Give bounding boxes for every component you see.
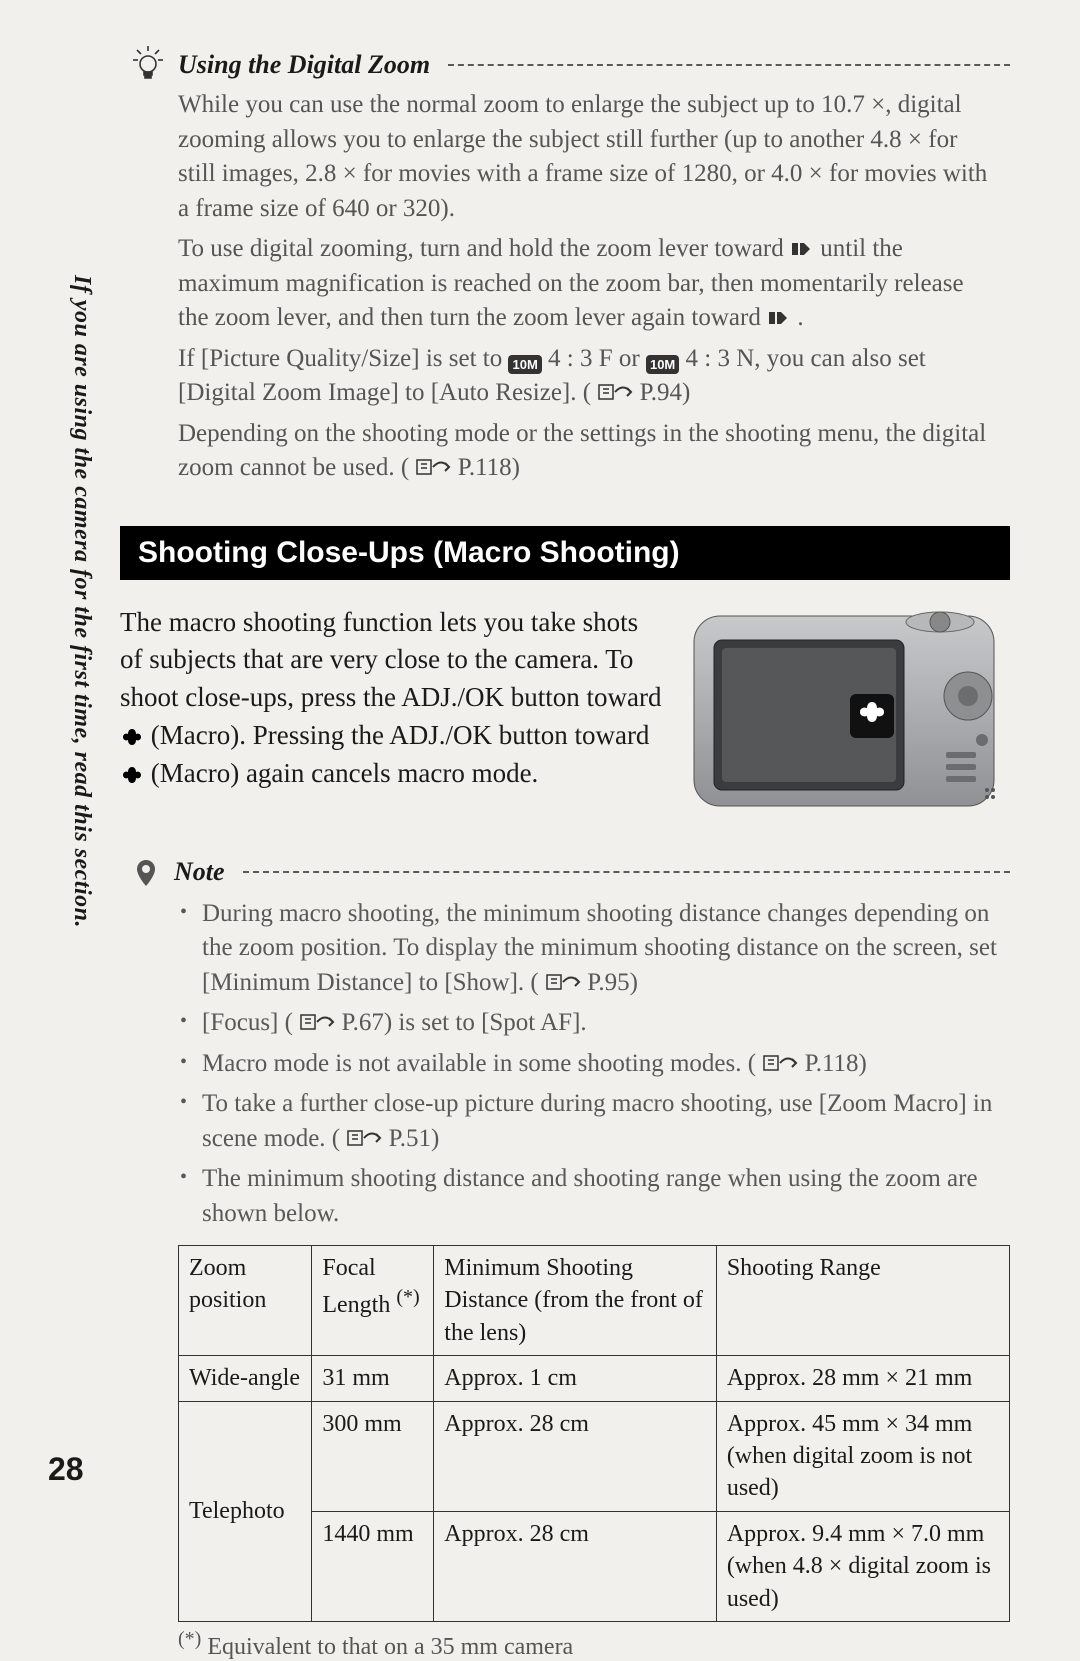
note-pin-icon: [130, 857, 162, 889]
table-header-row: Zoom position Focal Length (*) Minimum S…: [179, 1246, 1010, 1356]
td-dist: Approx. 28 cm: [434, 1401, 717, 1511]
macro-t1: The macro shooting function lets you tak…: [120, 607, 661, 713]
th-focal: Focal Length (*): [312, 1246, 434, 1356]
macro-flower-icon: [120, 763, 144, 785]
page-ref-icon: [346, 1127, 382, 1149]
td-focal: 31 mm: [312, 1356, 434, 1401]
section-heading-bar: Shooting Close-Ups (Macro Shooting): [120, 526, 1010, 580]
macro-paragraph: The macro shooting function lets you tak…: [120, 604, 666, 793]
table-row: Wide-angle 31 mm Approx. 1 cm Approx. 28…: [179, 1356, 1010, 1401]
page-ref-icon: [415, 456, 451, 478]
td-range: Approx. 28 mm × 21 mm: [716, 1356, 1009, 1401]
td-zoom: Telephoto: [179, 1401, 312, 1621]
macro-t2: (Macro). Pressing the ADJ./OK button tow…: [151, 720, 650, 750]
note-bullet-5: The minimum shooting distance and shooti…: [180, 1162, 1010, 1231]
td-range: Approx. 45 mm × 34 mm (when digital zoom…: [716, 1401, 1009, 1511]
tip-title: Using the Digital Zoom: [178, 50, 430, 80]
side-section-label: If you are using the camera for the firs…: [68, 275, 95, 928]
tip-paragraph-2: To use digital zooming, turn and hold th…: [178, 232, 1000, 336]
note-bullet-4: To take a further close-up picture durin…: [180, 1087, 1010, 1156]
tip-p4-b: P.118): [458, 454, 520, 481]
footnote-sup: (*): [178, 1628, 201, 1650]
tip-p2-c: .: [797, 304, 803, 331]
tip-p2-a: To use digital zooming, turn and hold th…: [178, 235, 790, 262]
page-ref-icon: [762, 1052, 798, 1074]
zoom-distance-table: Zoom position Focal Length (*) Minimum S…: [178, 1245, 1010, 1622]
macro-description-row: The macro shooting function lets you tak…: [120, 604, 1010, 819]
note-title: Note: [174, 857, 225, 887]
page-number: 28: [48, 1451, 84, 1488]
page-ref-icon: [597, 381, 633, 403]
tele-zoom-icon: [790, 237, 814, 259]
nb1b: P.95): [587, 969, 638, 996]
td-dist: Approx. 28 cm: [434, 1511, 717, 1621]
nb4b: P.51): [389, 1125, 440, 1152]
tip-p4-a: Depending on the shooting mode or the se…: [178, 420, 986, 482]
note-bullet-2: [Focus] ( P.67) is set to [Spot AF].: [180, 1006, 1010, 1041]
page-ref-icon: [299, 1011, 335, 1033]
tip-p3-a: If [Picture Quality/Size] is set to: [178, 345, 508, 372]
manual-page: If you are using the camera for the firs…: [0, 0, 1080, 1522]
nb2a: [Focus] (: [202, 1009, 293, 1036]
lightbulb-icon: [130, 46, 166, 82]
td-zoom: Wide-angle: [179, 1356, 312, 1401]
footnote-text: Equivalent to that on a 35 mm camera: [207, 1634, 573, 1660]
macro-t3: (Macro) again cancels macro mode.: [151, 758, 539, 788]
note-dash-rule: [243, 871, 1010, 873]
td-range: Approx. 9.4 mm × 7.0 mm (when 4.8 × digi…: [716, 1511, 1009, 1621]
camera-illustration: [690, 604, 1010, 819]
tenm-badge-icon: 10M: [646, 355, 679, 375]
note-bullet-1: During macro shooting, the minimum shoot…: [180, 897, 1010, 1001]
tip-paragraph-1: While you can use the normal zoom to enl…: [178, 88, 1000, 226]
tenm-badge-icon: 10M: [508, 355, 541, 375]
table-row: Telephoto 300 mm Approx. 28 cm Approx. 4…: [179, 1401, 1010, 1511]
note-bullet-list: During macro shooting, the minimum shoot…: [180, 897, 1010, 1232]
tip-p3-b: 4 : 3 F or: [548, 345, 646, 372]
tip-paragraph-3: If [Picture Quality/Size] is set to 10M …: [178, 342, 1000, 411]
th-zoom: Zoom position: [179, 1246, 312, 1356]
td-focal: 1440 mm: [312, 1511, 434, 1621]
table-footnote: (*) Equivalent to that on a 35 mm camera: [178, 1628, 1010, 1661]
th-dist: Minimum Shooting Distance (from the fron…: [434, 1246, 717, 1356]
page-ref-icon: [545, 971, 581, 993]
nb3a: Macro mode is not available in some shoo…: [202, 1050, 756, 1077]
note-bullet-3: Macro mode is not available in some shoo…: [180, 1047, 1010, 1082]
th-focal-a: Focal Length: [322, 1255, 396, 1318]
tip-dash-rule: [448, 64, 1010, 66]
td-dist: Approx. 1 cm: [434, 1356, 717, 1401]
tip-header-row: Using the Digital Zoom: [130, 50, 1010, 82]
tip-paragraph-4: Depending on the shooting mode or the se…: [178, 417, 1000, 486]
th-range: Shooting Range: [716, 1246, 1009, 1356]
td-focal: 300 mm: [312, 1401, 434, 1511]
nb2b: P.67) is set to [Spot AF].: [341, 1009, 586, 1036]
tele-zoom-icon: [767, 306, 791, 328]
th-focal-sup: (*): [396, 1286, 419, 1308]
nb3b: P.118): [805, 1050, 867, 1077]
note-header-row: Note: [130, 857, 1010, 889]
tip-p3-d: P.94): [640, 379, 691, 406]
nb4a: To take a further close-up picture durin…: [202, 1090, 992, 1152]
macro-flower-icon: [120, 725, 144, 747]
